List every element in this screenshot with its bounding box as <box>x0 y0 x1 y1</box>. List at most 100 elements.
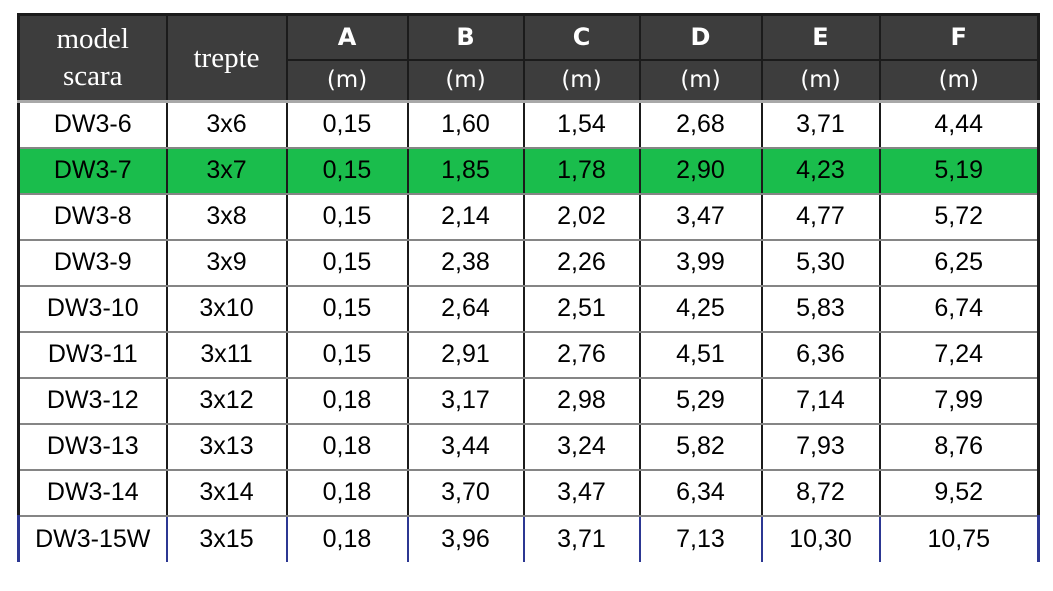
table-row: DW3-11 3x11 0,15 2,91 2,76 4,51 6,36 7,24 <box>17 330 1040 379</box>
value-cell: 1,60 <box>406 100 525 149</box>
value-cell: 0,15 <box>285 284 409 333</box>
unit-label-b: (m) <box>406 59 525 103</box>
model-cell: DW3-15W <box>17 514 168 562</box>
trepte-cell: 3x11 <box>165 330 288 379</box>
value-cell: 8,72 <box>760 468 881 517</box>
unit-label-f: (m) <box>878 59 1040 103</box>
value-cell: 0,15 <box>285 238 409 287</box>
header-model-scara: model scara <box>17 14 168 103</box>
value-cell: 4,44 <box>878 100 1040 149</box>
value-cell: 7,14 <box>760 376 881 425</box>
model-cell: DW3-12 <box>17 376 168 425</box>
header-col-b: B <box>406 14 525 61</box>
value-cell: 2,91 <box>406 330 525 379</box>
value-cell: 4,23 <box>760 146 881 195</box>
value-cell: 3,71 <box>522 514 641 562</box>
value-cell: 3,44 <box>406 422 525 471</box>
value-cell: 3,99 <box>638 238 763 287</box>
table-header: model scara trepte A B C D E F (m) (m) (… <box>17 14 1040 103</box>
table-row: DW3-7 3x7 0,15 1,85 1,78 2,90 4,23 5,19 <box>17 146 1040 195</box>
trepte-cell: 3x10 <box>165 284 288 333</box>
value-cell: 0,18 <box>285 468 409 517</box>
value-cell: 0,15 <box>285 100 409 149</box>
value-cell: 5,72 <box>878 192 1040 241</box>
unit-label-c: (m) <box>522 59 641 103</box>
value-cell: 3,47 <box>522 468 641 517</box>
model-cell: DW3-13 <box>17 422 168 471</box>
unit-label-d: (m) <box>638 59 763 103</box>
trepte-cell: 3x6 <box>165 100 288 149</box>
value-cell: 3,71 <box>760 100 881 149</box>
value-cell: 7,93 <box>760 422 881 471</box>
trepte-cell: 3x14 <box>165 468 288 517</box>
value-cell: 3,96 <box>406 514 525 562</box>
value-cell: 10,75 <box>878 514 1040 562</box>
value-cell: 2,38 <box>406 238 525 287</box>
header-trepte: trepte <box>165 14 288 103</box>
table-row: DW3-12 3x12 0,18 3,17 2,98 5,29 7,14 7,99 <box>17 376 1040 425</box>
table-row: DW3-13 3x13 0,18 3,44 3,24 5,82 7,93 8,76 <box>17 422 1040 471</box>
value-cell: 6,34 <box>638 468 763 517</box>
dimensions-table: model scara trepte A B C D E F (m) (m) (… <box>17 13 1040 562</box>
unit-label-a: (m) <box>285 59 409 103</box>
value-cell: 5,29 <box>638 376 763 425</box>
value-cell: 0,18 <box>285 514 409 562</box>
value-cell: 7,13 <box>638 514 763 562</box>
value-cell: 2,02 <box>522 192 641 241</box>
value-cell: 3,17 <box>406 376 525 425</box>
trepte-cell: 3x12 <box>165 376 288 425</box>
table-row: DW3-6 3x6 0,15 1,60 1,54 2,68 3,71 4,44 <box>17 100 1040 149</box>
value-cell: 3,24 <box>522 422 641 471</box>
header-row-letters: model scara trepte A B C D E F <box>17 14 1040 103</box>
value-cell: 1,78 <box>522 146 641 195</box>
value-cell: 6,25 <box>878 238 1040 287</box>
unit-label-e: (m) <box>760 59 881 103</box>
header-col-e: E <box>760 14 881 61</box>
table-row: DW3-10 3x10 0,15 2,64 2,51 4,25 5,83 6,74 <box>17 284 1040 333</box>
value-cell: 9,52 <box>878 468 1040 517</box>
header-row-units: (m) (m) (m) (m) (m) (m) <box>19 59 1040 103</box>
trepte-cell: 3x7 <box>165 146 288 195</box>
value-cell: 2,64 <box>406 284 525 333</box>
table-body: DW3-6 3x6 0,15 1,60 1,54 2,68 3,71 4,44 DW3-7 3x7… <box>17 100 1040 562</box>
value-cell: 2,51 <box>522 284 641 333</box>
value-cell: 5,19 <box>878 146 1040 195</box>
table-row: DW3-14 3x14 0,18 3,70 3,47 6,34 8,72 9,52 <box>17 468 1040 517</box>
value-cell: 6,36 <box>760 330 881 379</box>
trepte-cell: 3x8 <box>165 192 288 241</box>
value-cell: 2,14 <box>406 192 525 241</box>
table-row: DW3-8 3x8 0,15 2,14 2,02 3,47 4,77 5,72 <box>17 192 1040 241</box>
table-row: DW3-15W 3x15 0,18 3,96 3,71 7,13 10,30 10,75 <box>17 514 1040 562</box>
model-cell: DW3-14 <box>17 468 168 517</box>
model-cell: DW3-10 <box>17 284 168 333</box>
value-cell: 8,76 <box>878 422 1040 471</box>
value-cell: 0,18 <box>285 422 409 471</box>
value-cell: 4,25 <box>638 284 763 333</box>
header-col-d: D <box>638 14 763 61</box>
trepte-cell: 3x13 <box>165 422 288 471</box>
value-cell: 0,15 <box>285 330 409 379</box>
value-cell: 4,51 <box>638 330 763 379</box>
value-cell: 1,85 <box>406 146 525 195</box>
model-cell: DW3-8 <box>17 192 168 241</box>
value-cell: 2,26 <box>522 238 641 287</box>
header-model-line2: scara <box>62 60 123 92</box>
model-cell: DW3-6 <box>17 100 168 149</box>
value-cell: 3,70 <box>406 468 525 517</box>
value-cell: 0,18 <box>285 376 409 425</box>
value-cell: 6,74 <box>878 284 1040 333</box>
value-cell: 2,98 <box>522 376 641 425</box>
value-cell: 2,68 <box>638 100 763 149</box>
value-cell: 2,90 <box>638 146 763 195</box>
value-cell: 0,15 <box>285 192 409 241</box>
value-cell: 4,77 <box>760 192 881 241</box>
table-row: DW3-9 3x9 0,15 2,38 2,26 3,99 5,30 6,25 <box>17 238 1040 287</box>
value-cell: 5,83 <box>760 284 881 333</box>
value-cell: 3,47 <box>638 192 763 241</box>
value-cell: 0,15 <box>285 146 409 195</box>
value-cell: 7,24 <box>878 330 1040 379</box>
value-cell: 7,99 <box>878 376 1040 425</box>
model-cell: DW3-7 <box>17 146 168 195</box>
trepte-cell: 3x9 <box>165 238 288 287</box>
trepte-cell: 3x15 <box>165 514 288 562</box>
